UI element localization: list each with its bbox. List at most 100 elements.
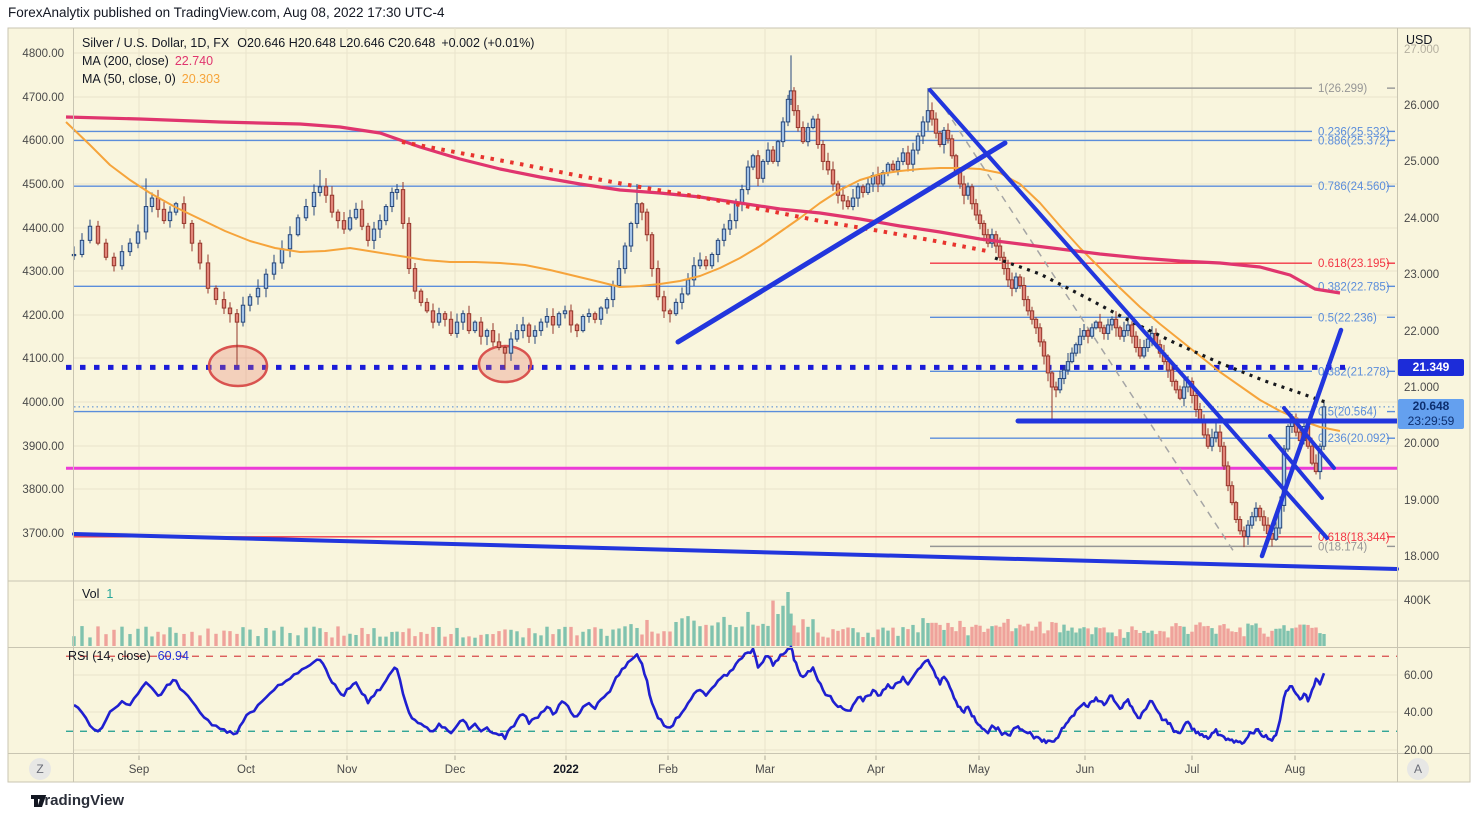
volume-bar (836, 630, 840, 646)
candle-body (377, 220, 383, 230)
volume-bar (120, 626, 124, 646)
rsi-axis-tick[interactable]: 40.00 (1404, 707, 1433, 719)
tradingview-logo-icon[interactable] (30, 792, 48, 810)
volume-bar (156, 631, 160, 646)
candle-body (586, 313, 592, 317)
volume-bar (876, 629, 880, 646)
trendline-uptrend-feb-apr[interactable] (675, 140, 1008, 345)
price-axis-currency[interactable]: USD (1406, 33, 1433, 47)
chart-legend[interactable]: Silver / U.S. Dollar, 1D, FX O20.646 H20.… (82, 34, 534, 88)
volume-bar (521, 637, 525, 646)
time-axis-label[interactable]: 2022 (553, 764, 579, 776)
volume-bar (970, 626, 974, 646)
rsi-line[interactable] (73, 645, 1326, 745)
right-axis-tick[interactable]: 23.000 (1404, 269, 1439, 281)
right-axis-tick[interactable]: 18.000 (1404, 551, 1439, 563)
candle-body (945, 129, 951, 140)
candle-body (95, 225, 101, 244)
candle-body (1173, 380, 1179, 391)
left-axis-tick[interactable]: 4200.00 (22, 310, 64, 322)
right-axis-tick[interactable]: 27.000 (1404, 44, 1439, 56)
time-axis-label[interactable]: Aug (1285, 764, 1305, 776)
trendline-flag-bottom[interactable] (1268, 434, 1324, 500)
left-axis-tick[interactable]: 4700.00 (22, 92, 64, 104)
rsi-axis-tick[interactable]: 20.00 (1404, 745, 1433, 757)
volume-axis-tick[interactable]: 400K (1404, 595, 1431, 607)
volume-legend[interactable]: Vol 1 (82, 587, 113, 601)
time-axis-label[interactable]: Jun (1076, 764, 1095, 776)
volume-bar (1310, 627, 1314, 646)
volume-bar (449, 634, 453, 646)
volume-bar (786, 592, 790, 646)
tradingview-wordmark[interactable]: TradingView (36, 792, 125, 809)
auto-scale-button[interactable]: A (1407, 758, 1429, 780)
volume-bar (413, 636, 417, 646)
left-axis-tick[interactable]: 3800.00 (22, 484, 64, 496)
time-axis-label[interactable]: Nov (337, 764, 358, 776)
highlight-ellipse[interactable] (207, 344, 269, 388)
candle-body (937, 132, 943, 145)
time-axis-label[interactable]: Mar (755, 764, 775, 776)
left-axis-tick[interactable]: 4000.00 (22, 397, 64, 409)
volume-bar (734, 627, 738, 646)
candle-body (850, 197, 856, 208)
time-axis-label[interactable]: Sep (129, 764, 149, 776)
fib-label: 0.618(18.344) (1318, 532, 1390, 544)
left-axis-tick[interactable]: 4600.00 (22, 135, 64, 147)
left-axis-tick[interactable]: 4300.00 (22, 266, 64, 278)
ma50-line[interactable] (65, 121, 1341, 432)
right-axis-tick[interactable]: 19.000 (1404, 495, 1439, 507)
candle-body (143, 206, 149, 233)
trendline-flag-top[interactable] (1282, 406, 1336, 470)
candle-body (526, 324, 532, 337)
volume-bar (112, 629, 116, 646)
candle-body (639, 203, 645, 213)
candle-body (436, 313, 442, 323)
time-axis-label[interactable]: Apr (867, 764, 885, 776)
time-axis-label[interactable]: Oct (237, 764, 256, 776)
right-axis-tick[interactable]: 20.000 (1404, 438, 1439, 450)
red-dotted-line[interactable] (401, 140, 988, 253)
volume-bar (934, 622, 938, 646)
left-axis-tick[interactable]: 4500.00 (22, 179, 64, 191)
right-axis-tick[interactable]: 21.000 (1404, 382, 1439, 394)
trendline-long-lower-support[interactable] (72, 532, 1399, 571)
right-axis-tick[interactable]: 22.000 (1404, 326, 1439, 338)
right-axis-tick[interactable]: 25.000 (1404, 156, 1439, 168)
rsi-legend[interactable]: RSI (14, close) 60.94 (68, 649, 189, 663)
volume-bar (1050, 622, 1054, 646)
timezone-button[interactable]: Z (29, 758, 51, 780)
time-axis-label[interactable]: Dec (445, 764, 466, 776)
time-axis-label[interactable]: Jul (1185, 764, 1200, 776)
volume-bar (168, 627, 172, 646)
time-axis-label[interactable]: Feb (658, 764, 678, 776)
left-axis-tick[interactable]: 4100.00 (22, 353, 64, 365)
time-axis-label[interactable]: May (968, 764, 990, 776)
candle-body (1065, 361, 1071, 371)
candle-body (795, 110, 801, 129)
left-axis-tick[interactable]: 3900.00 (22, 441, 64, 453)
fib-label: 1(26.299) (1318, 83, 1367, 95)
volume-bar (826, 637, 830, 646)
trendline-downtrend-apr-jul[interactable] (928, 88, 1329, 540)
volume-bar (650, 631, 654, 646)
candle-body (247, 296, 253, 306)
publish-info: ForexAnalytix published on TradingView.c… (8, 5, 445, 20)
left-axis-tick[interactable]: 3700.00 (22, 528, 64, 540)
ma200-line[interactable] (65, 115, 1341, 295)
candle-body (915, 135, 921, 151)
right-axis-tick[interactable]: 26.000 (1404, 100, 1439, 112)
right-axis-tick[interactable]: 24.000 (1404, 213, 1439, 225)
volume-bar (680, 618, 684, 646)
rsi-axis-tick[interactable]: 60.00 (1404, 670, 1433, 682)
volume-bar (1274, 628, 1278, 646)
left-axis-tick[interactable]: 4800.00 (22, 48, 64, 60)
candle-body (119, 251, 125, 267)
candle-body (484, 330, 490, 337)
candle-body (87, 225, 93, 241)
left-axis-tick[interactable]: 4400.00 (22, 223, 64, 235)
fib-label: 0.5(22.236) (1318, 312, 1377, 324)
candle-body (860, 186, 866, 193)
trendline-steep-uptrend-aug[interactable] (1259, 327, 1344, 559)
